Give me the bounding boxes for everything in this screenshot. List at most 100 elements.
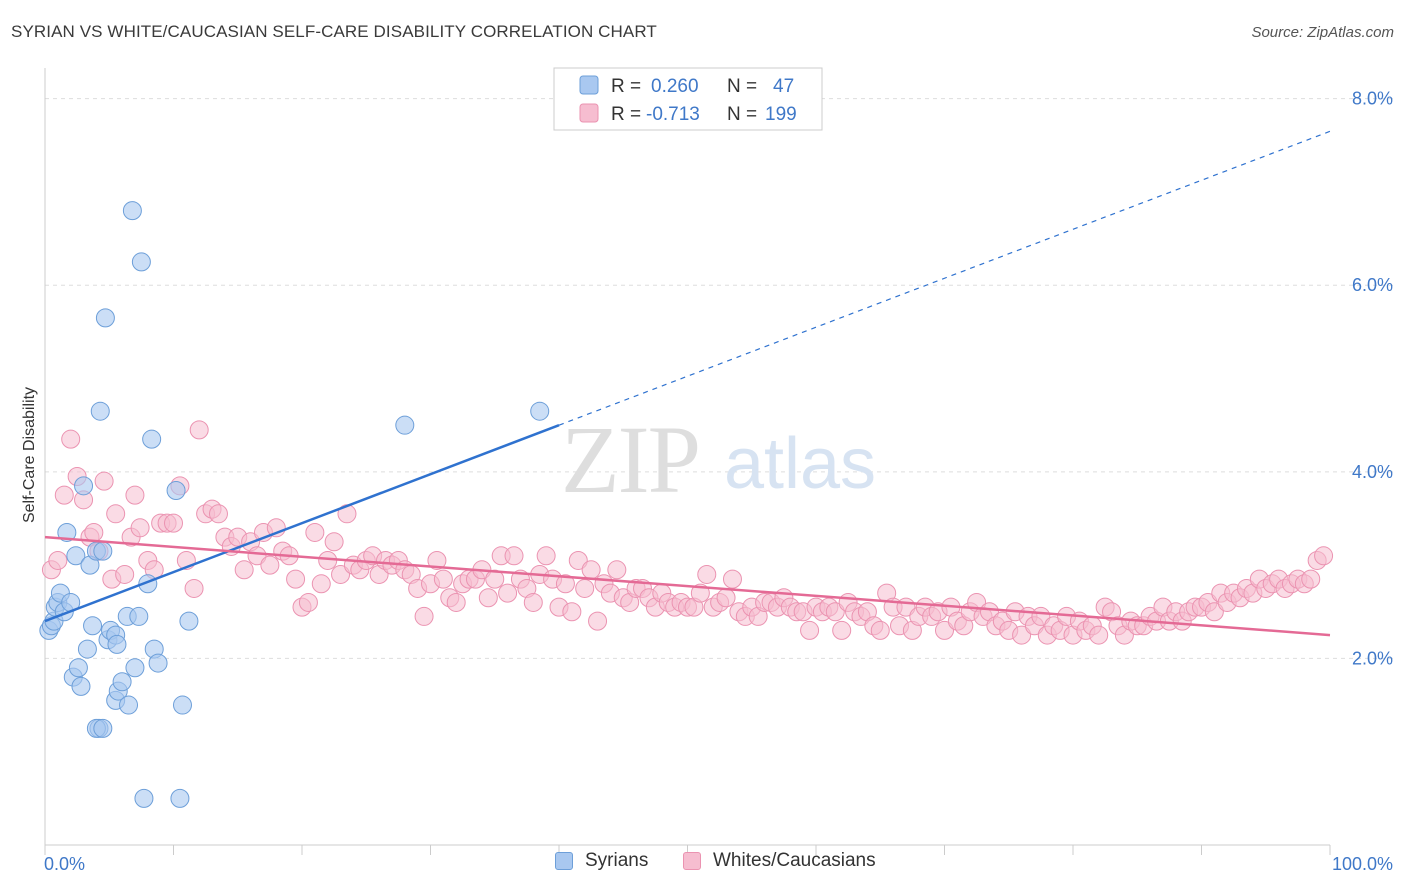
syrians-point	[148, 653, 168, 673]
grid-lines	[45, 98, 1393, 659]
whites-point	[84, 522, 104, 542]
whites-point	[311, 574, 331, 594]
syrians-point	[125, 658, 145, 678]
syrians-point	[93, 541, 113, 561]
syrians-point	[57, 522, 77, 542]
chart-title: SYRIAN VS WHITE/CAUCASIAN SELF-CARE DISA…	[11, 22, 657, 41]
syrians-point	[170, 788, 190, 808]
whites-point	[800, 620, 820, 640]
whites-point	[164, 513, 183, 533]
syrians-point	[122, 201, 142, 221]
whites-point	[331, 564, 351, 584]
whites-point	[870, 620, 890, 640]
legend-item-syrians[interactable]: Syrians	[555, 850, 648, 872]
whites-point	[575, 578, 595, 598]
whites-point	[106, 504, 126, 524]
syrians-point	[90, 401, 110, 421]
stats-r-value-2: -0.713	[646, 104, 700, 125]
legend-label-whites: Whites/Caucasians	[713, 850, 876, 871]
whites-trend-line	[44, 535, 1331, 637]
syrians-point	[74, 476, 94, 496]
syrians-trend-line	[44, 424, 560, 623]
legend-label-syrians: Syrians	[585, 850, 649, 871]
whites-point	[485, 569, 505, 589]
syrians-point	[395, 415, 415, 435]
stats-legend: R = 0.260 N = 47 R = -0.713 N = 199	[553, 67, 823, 131]
y-tick-label: 4.0%	[1352, 462, 1393, 482]
whites-point	[697, 564, 717, 584]
whites-point	[568, 550, 588, 570]
whites-point	[427, 550, 447, 570]
stats-n-label-1: N =	[727, 76, 757, 97]
whites-point	[716, 588, 736, 608]
whites-point	[523, 592, 543, 612]
whites-point	[935, 620, 954, 640]
whites-point	[414, 606, 434, 626]
whites-point	[498, 583, 518, 603]
whites-point	[446, 592, 466, 612]
whites-point	[234, 560, 254, 580]
y-tick-label: 2.0%	[1352, 648, 1393, 668]
y-tick-label: 8.0%	[1352, 89, 1393, 109]
whites-point	[318, 550, 338, 570]
whites-point	[324, 532, 344, 552]
watermark-atlas: atlas	[724, 424, 876, 504]
syrians-point	[179, 611, 199, 631]
stats-n-value-2: 199	[765, 104, 797, 125]
syrians-point	[131, 252, 151, 272]
whites-point	[536, 546, 556, 566]
whites-point	[189, 420, 209, 440]
whites-point	[1204, 602, 1224, 622]
whites-point	[722, 569, 742, 589]
watermark-zip: ZIP	[561, 406, 699, 513]
whites-point	[298, 592, 318, 612]
whites-point	[94, 471, 114, 491]
stats-r-value-1: 0.260	[651, 76, 699, 97]
trend-lines	[44, 130, 1331, 637]
y-axis-label: Self-Care Disability	[21, 387, 38, 523]
whites-point	[1012, 625, 1032, 645]
stats-legend-box	[553, 67, 823, 131]
syrians-point	[119, 695, 139, 715]
syrians-points	[39, 201, 550, 808]
whites-point	[247, 546, 267, 566]
syrians-point	[142, 429, 162, 449]
whites-point	[588, 611, 608, 631]
whites-point	[208, 504, 228, 524]
whites-point	[1314, 546, 1334, 566]
whites-point	[562, 602, 582, 622]
axes	[44, 68, 1331, 855]
syrians-point	[134, 788, 154, 808]
syrians-point	[129, 606, 149, 626]
syrians-point	[83, 616, 103, 636]
whites-point	[478, 588, 498, 608]
whites-point	[184, 578, 204, 598]
syrians-point	[66, 546, 86, 566]
syrians-point	[93, 718, 113, 738]
stats-n-value-1: 47	[773, 76, 794, 97]
syrians-point	[77, 639, 97, 659]
whites-point	[1301, 569, 1321, 589]
whites-point	[504, 546, 524, 566]
syrians-point	[530, 401, 550, 421]
x-tick-label-right: 100.0%	[1332, 854, 1393, 874]
syrians-point	[71, 676, 91, 696]
stats-r-label-2: R =	[611, 104, 641, 125]
x-tick-label-left: 0.0%	[44, 854, 85, 874]
watermark: ZIP atlas	[561, 406, 876, 513]
y-tick-labels: 2.0% 4.0% 6.0% 8.0%	[1352, 89, 1393, 669]
whites-point	[825, 602, 845, 622]
legend-item-whites[interactable]: Whites/Caucasians	[683, 850, 876, 872]
whites-point	[48, 550, 68, 570]
syrians-trend-extension	[558, 130, 1331, 426]
whites-point	[125, 485, 145, 505]
syrians-point	[107, 634, 127, 654]
legend-swatch-whites	[683, 852, 701, 870]
stats-r-label-1: R =	[611, 76, 641, 97]
y-tick-label: 6.0%	[1352, 275, 1393, 295]
whites-point	[61, 429, 81, 449]
source-label: Source: ZipAtlas.com	[1251, 24, 1394, 41]
syrians-point	[95, 308, 115, 328]
stats-swatch-whites	[579, 103, 599, 123]
